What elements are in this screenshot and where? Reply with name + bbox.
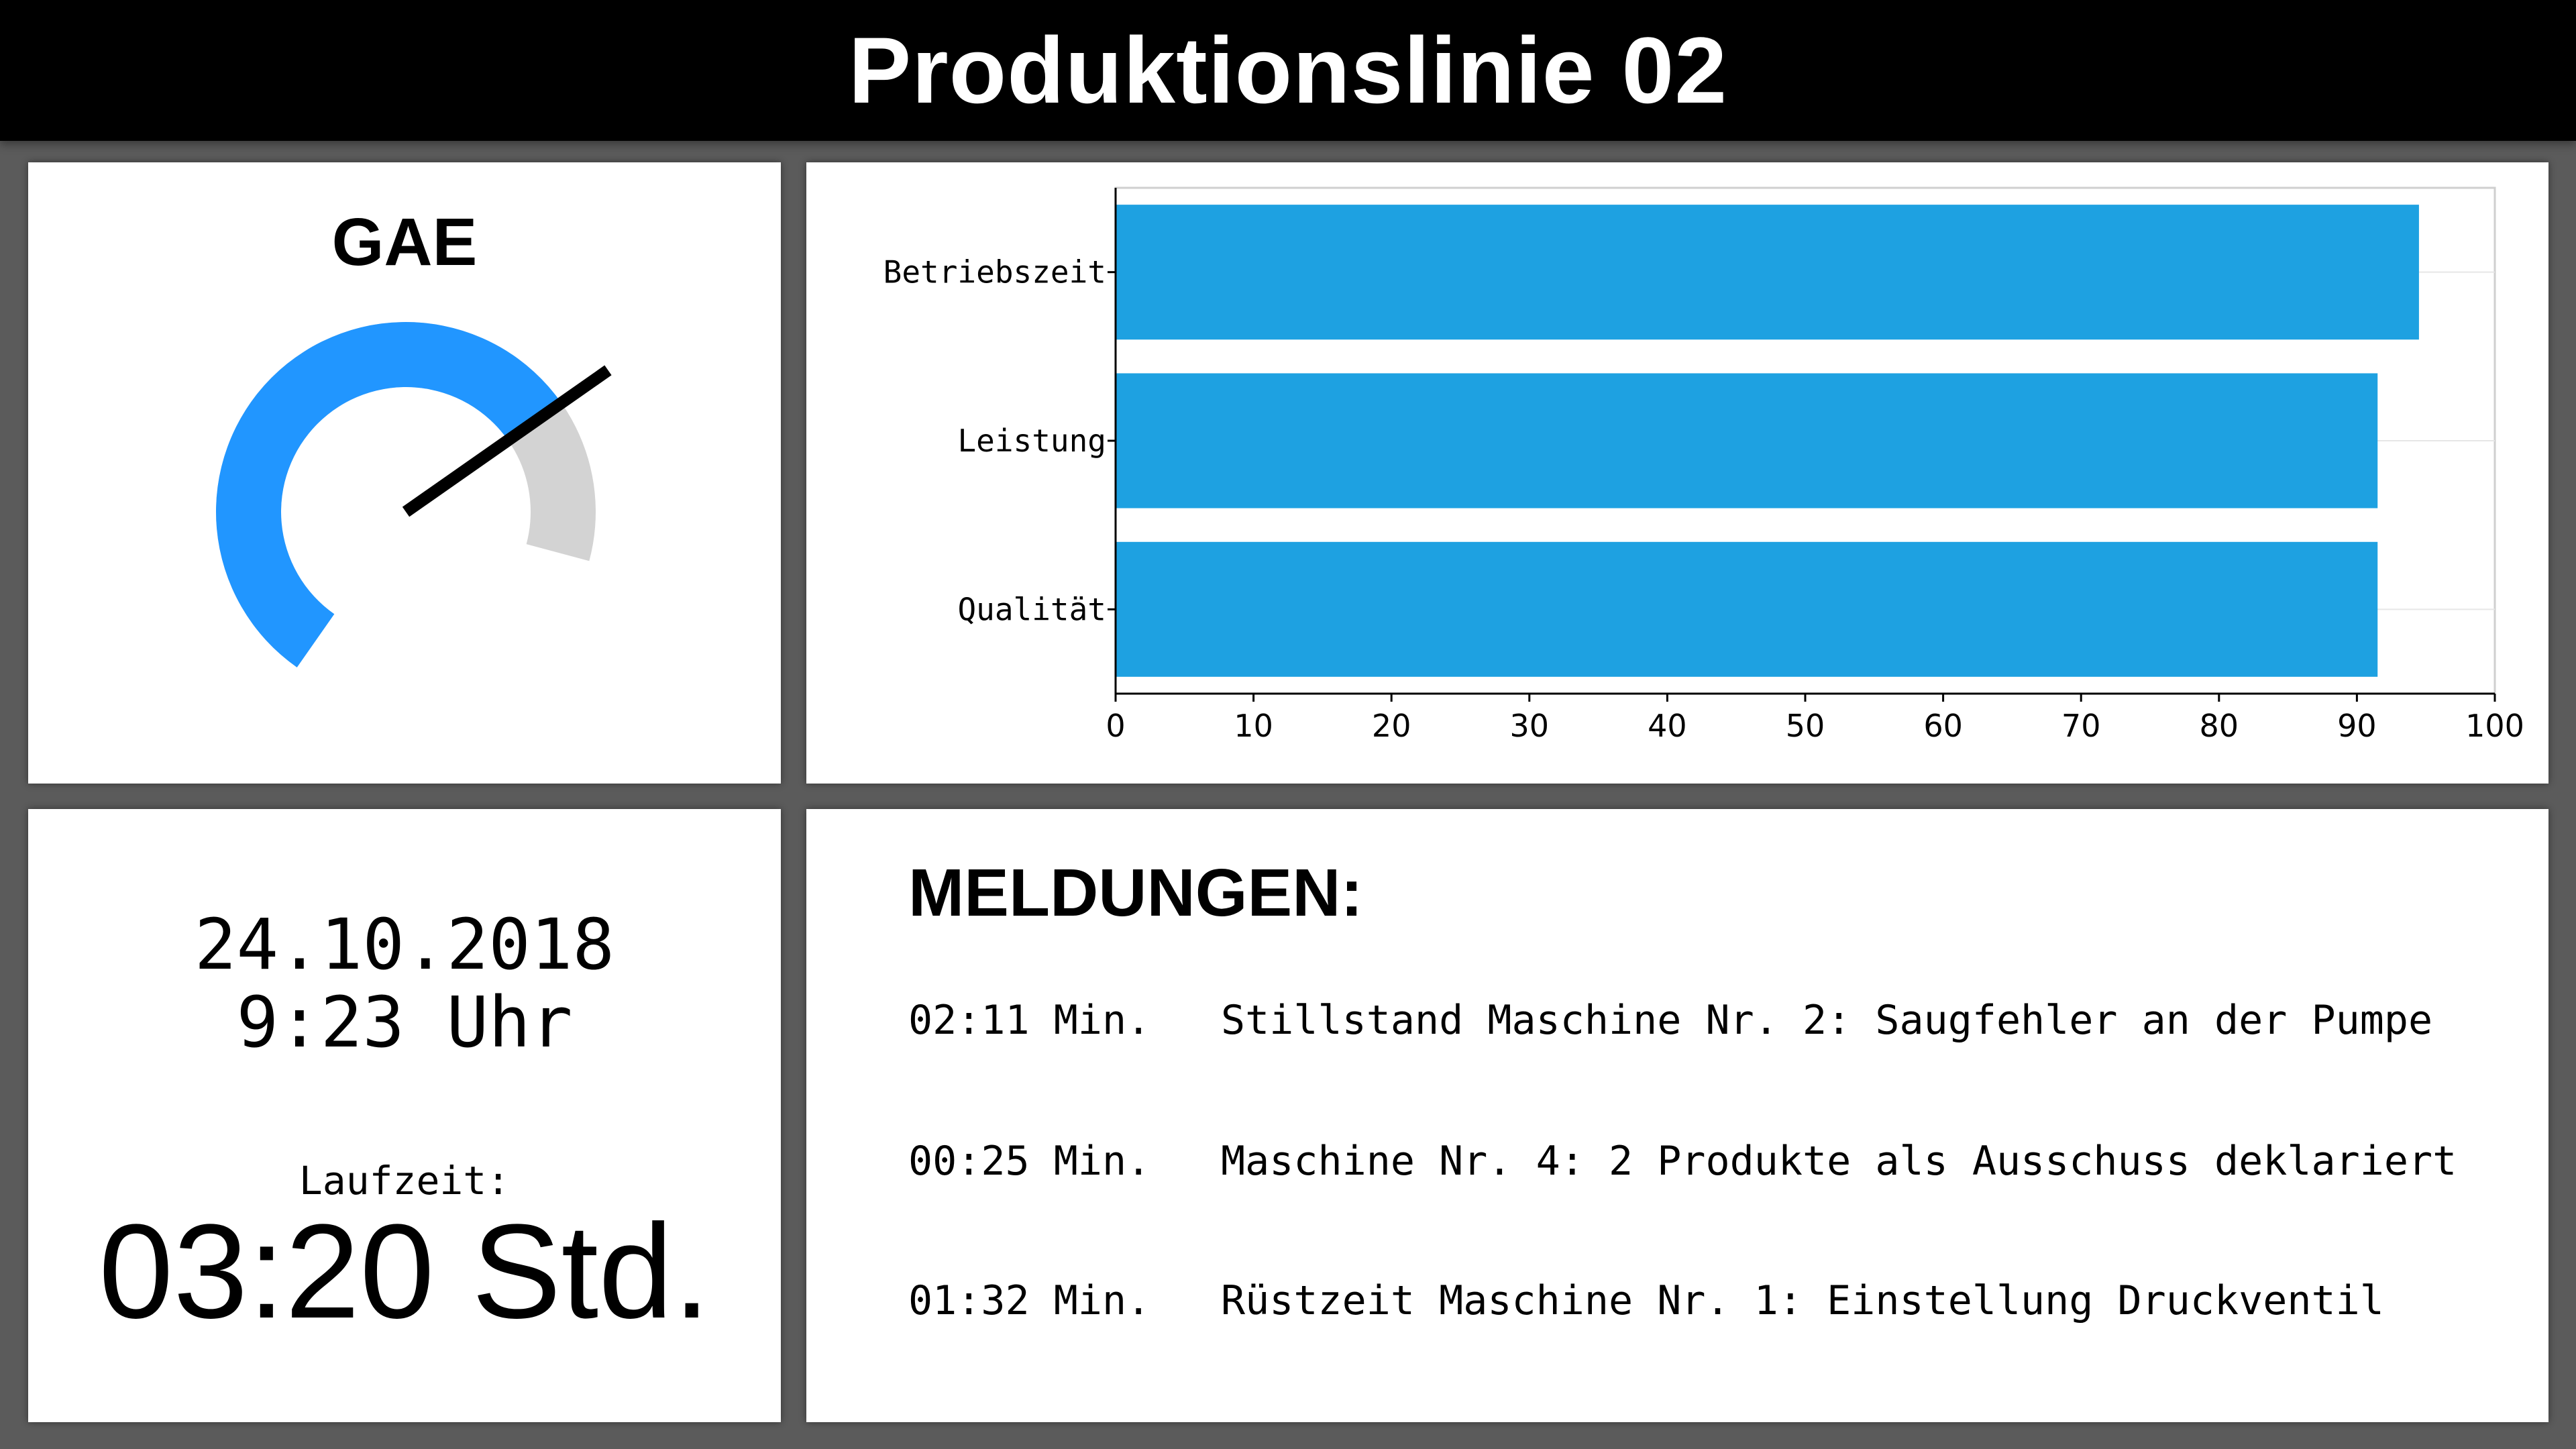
oee-bar-chart: Betriebszeit Leistung Qualität 0 10 20 30 40 50 6… <box>883 186 2524 744</box>
x-tick-label: 90 <box>2337 708 2377 744</box>
y-tick-label: Leistung <box>957 423 1106 459</box>
x-tick-label: 10 <box>1234 708 1273 744</box>
x-tick-label: 60 <box>1923 708 1963 744</box>
x-tick-label: 40 <box>1648 708 1687 744</box>
runtime-label: Laufzeit: <box>299 1158 511 1203</box>
bar-leistung <box>1116 373 2378 508</box>
message-time: 01:32 Min. <box>908 1277 1151 1324</box>
page-title: Produktionslinie 02 <box>848 17 1728 123</box>
message-time: 00:25 Min. <box>908 1138 1151 1185</box>
gauge-needle <box>402 365 612 517</box>
gauge-value-arc <box>216 322 561 667</box>
bar-qualität <box>1116 541 2378 677</box>
current-date: 24.10.2018 <box>194 904 615 985</box>
bar-chart-panel: Betriebszeit Leistung Qualität 0 10 20 30 40 50 6… <box>806 162 2548 784</box>
y-tick-label: Qualität <box>957 591 1106 627</box>
gauge-panel: GAE 80 % <box>28 162 781 784</box>
datetime-panel: 24.10.2018 9:23 Uhr Laufzeit: 03:20 Std. <box>28 809 781 1422</box>
x-tick-label: 20 <box>1372 708 1411 744</box>
current-time: 9:23 Uhr <box>236 981 573 1063</box>
message-text: Rüstzeit Maschine Nr. 1: Einstellung Dru… <box>1221 1277 2384 1324</box>
message-text: Stillstand Maschine Nr. 2: Saugfehler an… <box>1221 997 2433 1044</box>
messages-title: MELDUNGEN: <box>908 855 1363 930</box>
message-item: 01:32 Min. Rüstzeit Maschine Nr. 1: Einst… <box>908 1277 2384 1324</box>
x-tick-label: 70 <box>2061 708 2101 744</box>
message-item: 02:11 Min. Stillstand Maschine Nr. 2: Sau… <box>908 997 2432 1044</box>
runtime-value: 03:20 Std. <box>99 1197 710 1346</box>
x-tick-label: 50 <box>1786 708 1825 744</box>
bar-betriebszeit <box>1116 205 2419 340</box>
message-text: Maschine Nr. 4: 2 Produkte als Ausschuss… <box>1221 1138 2457 1185</box>
gauge-chart: 80 % <box>216 321 612 667</box>
y-tick-label: Betriebszeit <box>883 254 1106 290</box>
messages-panel: MELDUNGEN: 02:11 Min. Stillstand Maschine… <box>806 809 2548 1422</box>
message-item: 00:25 Min. Maschine Nr. 4: 2 Produkte als… <box>908 1138 2457 1185</box>
header-bar: Produktionslinie 02 <box>0 0 2576 141</box>
x-tick-label: 80 <box>2200 708 2239 744</box>
x-tick-label: 100 <box>2465 708 2524 744</box>
x-tick-label: 0 <box>1106 708 1125 744</box>
gauge-title: GAE <box>331 205 478 280</box>
x-tick-label: 30 <box>1510 708 1550 744</box>
message-time: 02:11 Min. <box>908 997 1151 1044</box>
